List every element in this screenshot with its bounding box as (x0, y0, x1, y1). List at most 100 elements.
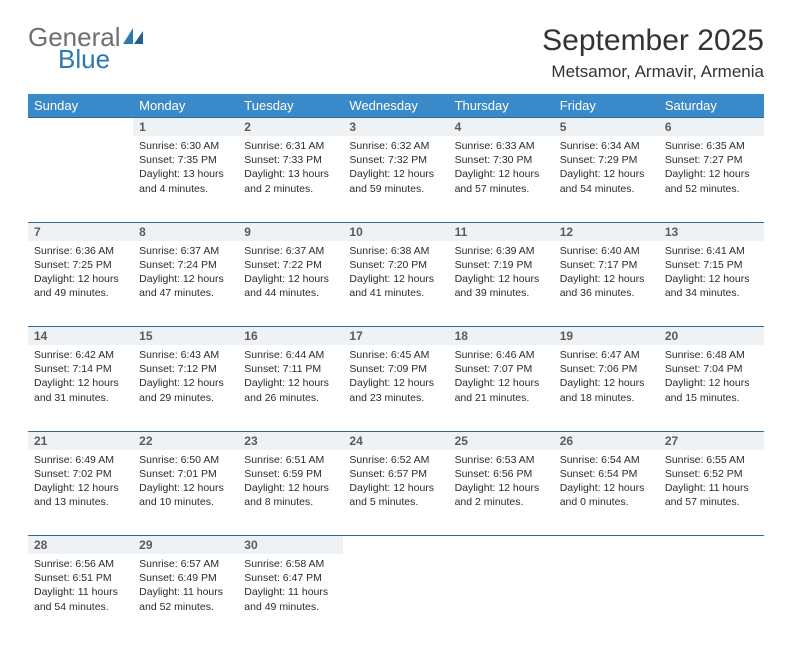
day-content-cell: Sunrise: 6:45 AMSunset: 7:09 PMDaylight:… (343, 345, 448, 431)
day-info-line: Daylight: 12 hours and 8 minutes. (244, 481, 337, 509)
logo: General Blue (28, 24, 145, 72)
day-info-line: Sunrise: 6:42 AM (34, 348, 127, 362)
day-number-cell: 6 (659, 118, 764, 137)
day-info-line: Sunrise: 6:34 AM (560, 139, 653, 153)
day-info-line: Sunset: 7:32 PM (349, 153, 442, 167)
day-info-line: Daylight: 12 hours and 29 minutes. (139, 376, 232, 404)
day-content-cell: Sunrise: 6:36 AMSunset: 7:25 PMDaylight:… (28, 241, 133, 327)
day-content-cell: Sunrise: 6:38 AMSunset: 7:20 PMDaylight:… (343, 241, 448, 327)
day-number-cell: 13 (659, 222, 764, 241)
day-info-line: Sunrise: 6:32 AM (349, 139, 442, 153)
day-number-cell: 12 (554, 222, 659, 241)
day-info-line: Sunrise: 6:48 AM (665, 348, 758, 362)
day-info-line: Daylight: 12 hours and 41 minutes. (349, 272, 442, 300)
day-number-cell: 14 (28, 327, 133, 346)
day-number-row: 78910111213 (28, 222, 764, 241)
day-info-line: Daylight: 13 hours and 2 minutes. (244, 167, 337, 195)
calendar-page: General Blue September 2025 Metsamor, Ar… (0, 0, 792, 664)
day-info-line: Sunrise: 6:38 AM (349, 244, 442, 258)
day-info-line: Sunset: 7:24 PM (139, 258, 232, 272)
day-number-cell: 4 (449, 118, 554, 137)
day-info-line: Sunset: 7:06 PM (560, 362, 653, 376)
day-info-line: Sunrise: 6:44 AM (244, 348, 337, 362)
day-info-line: Sunset: 6:54 PM (560, 467, 653, 481)
day-info-line: Sunset: 7:17 PM (560, 258, 653, 272)
day-number-row: 282930 (28, 536, 764, 555)
day-info-line: Sunrise: 6:49 AM (34, 453, 127, 467)
weekday-row: SundayMondayTuesdayWednesdayThursdayFrid… (28, 94, 764, 118)
day-content-cell: Sunrise: 6:52 AMSunset: 6:57 PMDaylight:… (343, 450, 448, 536)
day-content-cell: Sunrise: 6:57 AMSunset: 6:49 PMDaylight:… (133, 554, 238, 640)
day-info-line: Sunrise: 6:56 AM (34, 557, 127, 571)
day-content-cell: Sunrise: 6:39 AMSunset: 7:19 PMDaylight:… (449, 241, 554, 327)
day-info-line: Daylight: 12 hours and 18 minutes. (560, 376, 653, 404)
day-number-cell (659, 536, 764, 555)
day-content-cell: Sunrise: 6:31 AMSunset: 7:33 PMDaylight:… (238, 136, 343, 222)
page-title: September 2025 (542, 24, 764, 58)
day-content-cell: Sunrise: 6:51 AMSunset: 6:59 PMDaylight:… (238, 450, 343, 536)
day-content-row: Sunrise: 6:56 AMSunset: 6:51 PMDaylight:… (28, 554, 764, 640)
day-info-line: Sunrise: 6:45 AM (349, 348, 442, 362)
day-info-line: Daylight: 13 hours and 4 minutes. (139, 167, 232, 195)
day-content-cell: Sunrise: 6:37 AMSunset: 7:22 PMDaylight:… (238, 241, 343, 327)
day-content-cell: Sunrise: 6:32 AMSunset: 7:32 PMDaylight:… (343, 136, 448, 222)
day-info-line: Sunrise: 6:57 AM (139, 557, 232, 571)
day-info-line: Sunrise: 6:33 AM (455, 139, 548, 153)
day-content-cell: Sunrise: 6:55 AMSunset: 6:52 PMDaylight:… (659, 450, 764, 536)
day-info-line: Sunrise: 6:41 AM (665, 244, 758, 258)
day-number-cell: 1 (133, 118, 238, 137)
day-content-cell: Sunrise: 6:46 AMSunset: 7:07 PMDaylight:… (449, 345, 554, 431)
day-info-line: Sunset: 7:07 PM (455, 362, 548, 376)
day-info-line: Sunrise: 6:53 AM (455, 453, 548, 467)
day-number-cell: 3 (343, 118, 448, 137)
day-number-cell (449, 536, 554, 555)
logo-sail-icon (123, 24, 145, 50)
day-content-cell: Sunrise: 6:54 AMSunset: 6:54 PMDaylight:… (554, 450, 659, 536)
weekday-header: Sunday (28, 94, 133, 118)
day-info-line: Sunset: 7:14 PM (34, 362, 127, 376)
weekday-header: Friday (554, 94, 659, 118)
day-number-cell: 16 (238, 327, 343, 346)
weekday-header: Tuesday (238, 94, 343, 118)
day-number-cell: 22 (133, 431, 238, 450)
day-info-line: Daylight: 12 hours and 49 minutes. (34, 272, 127, 300)
day-number-cell (28, 118, 133, 137)
day-info-line: Sunrise: 6:30 AM (139, 139, 232, 153)
day-info-line: Sunset: 7:35 PM (139, 153, 232, 167)
weekday-header: Thursday (449, 94, 554, 118)
day-info-line: Daylight: 12 hours and 39 minutes. (455, 272, 548, 300)
day-content-cell: Sunrise: 6:47 AMSunset: 7:06 PMDaylight:… (554, 345, 659, 431)
day-info-line: Sunset: 6:57 PM (349, 467, 442, 481)
day-info-line: Sunrise: 6:39 AM (455, 244, 548, 258)
day-content-cell: Sunrise: 6:58 AMSunset: 6:47 PMDaylight:… (238, 554, 343, 640)
day-content-cell: Sunrise: 6:30 AMSunset: 7:35 PMDaylight:… (133, 136, 238, 222)
day-number-cell: 8 (133, 222, 238, 241)
day-content-cell: Sunrise: 6:37 AMSunset: 7:24 PMDaylight:… (133, 241, 238, 327)
weekday-header: Wednesday (343, 94, 448, 118)
header: General Blue September 2025 Metsamor, Ar… (28, 24, 764, 82)
day-number-cell: 23 (238, 431, 343, 450)
weekday-header: Monday (133, 94, 238, 118)
day-content-cell: Sunrise: 6:56 AMSunset: 6:51 PMDaylight:… (28, 554, 133, 640)
day-content-cell: Sunrise: 6:50 AMSunset: 7:01 PMDaylight:… (133, 450, 238, 536)
day-info-line: Daylight: 11 hours and 52 minutes. (139, 585, 232, 613)
day-info-line: Daylight: 12 hours and 10 minutes. (139, 481, 232, 509)
day-info-line: Sunset: 7:33 PM (244, 153, 337, 167)
day-info-line: Sunset: 7:02 PM (34, 467, 127, 481)
day-content-cell (659, 554, 764, 640)
day-info-line: Sunrise: 6:54 AM (560, 453, 653, 467)
day-info-line: Daylight: 11 hours and 57 minutes. (665, 481, 758, 509)
day-info-line: Sunrise: 6:43 AM (139, 348, 232, 362)
day-content-cell: Sunrise: 6:44 AMSunset: 7:11 PMDaylight:… (238, 345, 343, 431)
day-info-line: Sunset: 6:47 PM (244, 571, 337, 585)
calendar-body: 123456Sunrise: 6:30 AMSunset: 7:35 PMDay… (28, 118, 764, 641)
day-info-line: Daylight: 12 hours and 2 minutes. (455, 481, 548, 509)
weekday-header: Saturday (659, 94, 764, 118)
day-info-line: Daylight: 11 hours and 54 minutes. (34, 585, 127, 613)
day-content-cell: Sunrise: 6:35 AMSunset: 7:27 PMDaylight:… (659, 136, 764, 222)
day-number-cell (554, 536, 659, 555)
day-content-cell: Sunrise: 6:42 AMSunset: 7:14 PMDaylight:… (28, 345, 133, 431)
day-info-line: Sunset: 7:29 PM (560, 153, 653, 167)
day-number-cell: 15 (133, 327, 238, 346)
day-info-line: Daylight: 11 hours and 49 minutes. (244, 585, 337, 613)
